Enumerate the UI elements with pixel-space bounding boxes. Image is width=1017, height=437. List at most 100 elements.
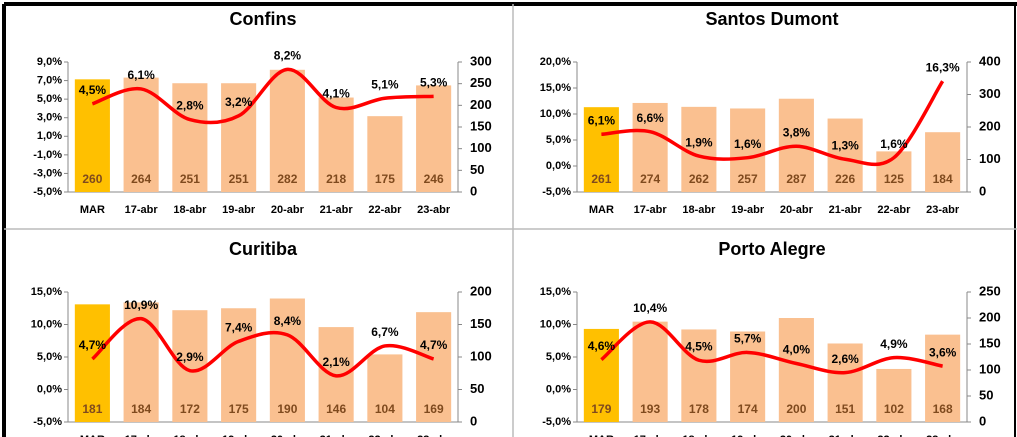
- bar: [730, 108, 766, 192]
- bar: [632, 102, 668, 192]
- y2-tick-label: 0: [470, 413, 477, 428]
- y2-tick-label: 250: [979, 283, 1001, 298]
- bar-value-label: 226: [835, 172, 855, 186]
- line-value-label: 4,0%: [783, 343, 811, 357]
- bar-value-label: 184: [933, 172, 953, 186]
- y-tick-label: -5,0%: [33, 186, 62, 198]
- x-tick-label: MAR: [80, 434, 105, 437]
- bar-value-label: 151: [835, 402, 855, 416]
- chart-title: Porto Alegre: [718, 239, 825, 259]
- y2-tick-label: 200: [979, 309, 1001, 324]
- x-tick-label: 22-abr: [368, 204, 402, 216]
- y2-tick-label: 150: [979, 335, 1001, 350]
- line-value-label: 1,3%: [831, 138, 859, 152]
- bar: [925, 132, 961, 192]
- bar: [367, 354, 403, 422]
- bar-value-label: 168: [933, 402, 953, 416]
- line-value-label: 5,3%: [420, 76, 448, 90]
- line-value-label: 4,6%: [588, 339, 616, 353]
- bar-value-label: 218: [326, 172, 346, 186]
- bar-value-label: 251: [229, 172, 249, 186]
- bar-value-label: 175: [229, 402, 249, 416]
- x-tick-label: 20-abr: [780, 434, 814, 437]
- bar: [123, 77, 159, 192]
- y2-tick-label: 0: [979, 183, 986, 198]
- y-tick-label: 7,0%: [37, 74, 62, 86]
- y-tick-label: 10,0%: [540, 108, 571, 120]
- x-tick-label: MAR: [589, 204, 614, 216]
- bar: [681, 329, 717, 422]
- bar-value-label: 174: [738, 402, 758, 416]
- line-value-label: 4,7%: [79, 338, 107, 352]
- y2-tick-label: 200: [470, 283, 492, 298]
- x-tick-label: MAR: [589, 434, 614, 437]
- bar-value-label: 264: [131, 172, 151, 186]
- line-value-label: 5,7%: [734, 332, 762, 346]
- line-value-label: 4,1%: [322, 87, 350, 101]
- bar-value-label: 125: [884, 172, 904, 186]
- line-value-label: 6,6%: [636, 111, 664, 125]
- y2-tick-label: 300: [979, 86, 1001, 101]
- bar-value-label: 146: [326, 402, 346, 416]
- line: [91, 67, 434, 125]
- chart-title: Curitiba: [229, 239, 298, 259]
- x-tick-label: 21-abr: [320, 434, 354, 437]
- bar: [221, 83, 257, 192]
- bar-value-label: 193: [640, 402, 660, 416]
- line-value-label: 4,9%: [880, 337, 908, 351]
- y-tick-label: 5,0%: [546, 351, 571, 363]
- y2-tick-label: 0: [979, 413, 986, 428]
- line-value-label: 16,3%: [926, 60, 960, 74]
- bar: [778, 318, 814, 422]
- x-tick-label: 22-abr: [877, 434, 911, 437]
- y2-tick-label: 300: [470, 53, 492, 68]
- bar-value-label: 184: [131, 402, 151, 416]
- bar-value-label: 257: [738, 172, 758, 186]
- line-value-label: 5,1%: [371, 77, 399, 91]
- line-value-label: 2,1%: [322, 355, 350, 369]
- x-tick-label: 18-abr: [173, 434, 207, 437]
- y2-tick-label: 100: [979, 361, 1001, 376]
- y2-tick-label: 50: [470, 381, 484, 396]
- x-tick-label: 19-abr: [731, 204, 765, 216]
- line-value-label: 2,9%: [176, 350, 204, 364]
- bar-value-label: 179: [591, 402, 611, 416]
- y-tick-label: -1,0%: [33, 149, 62, 161]
- x-tick-label: 19-abr: [222, 204, 256, 216]
- x-tick-label: 20-abr: [271, 204, 305, 216]
- line-value-label: 2,8%: [176, 99, 204, 113]
- y-tick-label: -5,0%: [542, 186, 571, 198]
- x-tick-label: MAR: [80, 204, 105, 216]
- line-value-label: 8,4%: [274, 314, 302, 328]
- line-value-label: 3,8%: [783, 125, 811, 139]
- bar-value-label: 262: [689, 172, 709, 186]
- bar: [269, 298, 305, 422]
- y2-tick-label: 50: [470, 162, 484, 177]
- y2-tick-label: 150: [470, 118, 492, 133]
- y-tick-label: 5,0%: [37, 351, 62, 363]
- y2-tick-label: 200: [979, 118, 1001, 133]
- bar-value-label: 251: [180, 172, 200, 186]
- line-value-label: 10,4%: [633, 301, 667, 315]
- line-value-label: 6,7%: [371, 325, 399, 339]
- bar-value-label: 261: [591, 172, 611, 186]
- bar: [632, 321, 668, 422]
- bar: [876, 368, 912, 422]
- bar-value-label: 282: [277, 172, 297, 186]
- bar: [416, 85, 452, 192]
- x-tick-label: 20-abr: [780, 204, 814, 216]
- x-tick-label: 23-abr: [417, 204, 451, 216]
- line-value-label: 1,9%: [685, 135, 713, 149]
- bar: [730, 331, 766, 422]
- x-tick-label: 17-abr: [634, 204, 668, 216]
- line-value-label: 1,6%: [880, 137, 908, 151]
- y-tick-label: 0,0%: [546, 383, 571, 395]
- y-tick-label: 0,0%: [37, 383, 62, 395]
- y-tick-label: 15,0%: [31, 286, 62, 298]
- line-value-label: 3,2%: [225, 95, 253, 109]
- y2-tick-label: 200: [470, 97, 492, 112]
- x-tick-label: 23-abr: [417, 434, 451, 437]
- bar-value-label: 181: [82, 402, 102, 416]
- line: [600, 320, 943, 375]
